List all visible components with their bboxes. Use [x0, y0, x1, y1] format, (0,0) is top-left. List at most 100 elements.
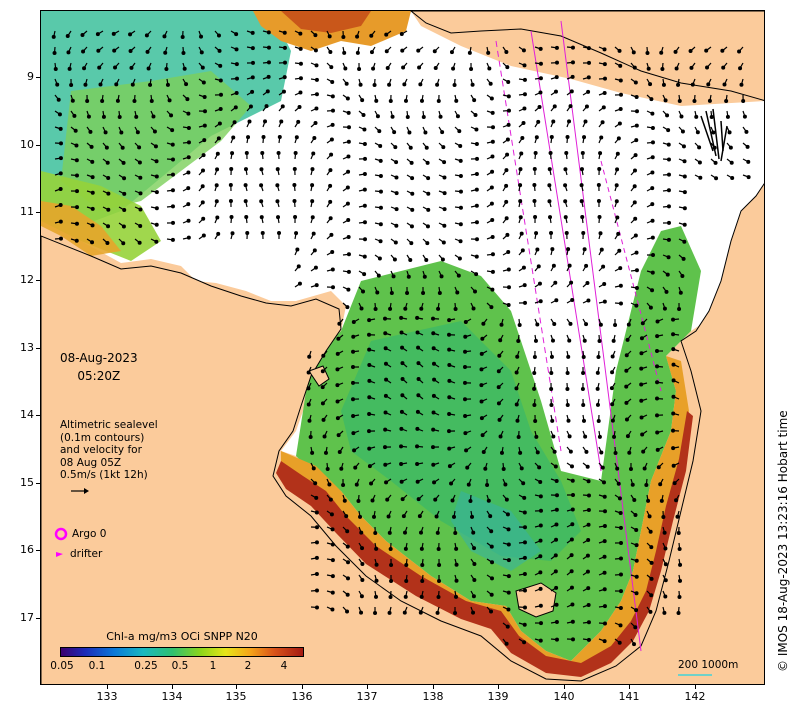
velocity-arrow-head [351, 431, 356, 436]
velocity-arrow-head [566, 418, 571, 423]
velocity-arrow-head [682, 206, 687, 211]
velocity-arrow-head [362, 142, 367, 147]
map-panel[interactable] [40, 10, 765, 685]
velocity-arrow-head [106, 191, 111, 196]
velocity-arrow-head [387, 610, 392, 615]
velocity-arrow-head [186, 125, 191, 130]
velocity-arrow-head [453, 610, 458, 615]
velocity-arrow-head [583, 434, 588, 439]
velocity-arrow-head [310, 199, 315, 204]
velocity-arrow-head [597, 167, 602, 172]
velocity-arrow-head [51, 34, 56, 39]
velocity-arrow-head [367, 446, 372, 451]
velocity-arrow-head [634, 303, 639, 308]
velocity-arrow-head [521, 48, 526, 53]
velocity-arrow-head [186, 111, 191, 116]
map-canvas[interactable] [41, 11, 765, 685]
velocity-arrow-head [536, 264, 541, 269]
velocity-arrow-head [341, 34, 346, 39]
velocity-arrow-head [422, 274, 427, 279]
velocity-arrow-head [602, 282, 607, 287]
altimetry-line: 0.5m/s (1kt 12h) [60, 469, 148, 481]
velocity-arrow-head [119, 130, 124, 135]
argo-label: Argo 0 [72, 528, 107, 540]
velocity-arrow-head [451, 514, 456, 519]
velocity-arrow-head [566, 247, 571, 252]
velocity-arrow-head [522, 92, 527, 97]
velocity-arrow-head [650, 186, 655, 191]
velocity-arrow-head [522, 106, 527, 111]
velocity-arrow-head [671, 428, 676, 433]
velocity-arrow-head [634, 285, 639, 290]
date-time-label: 08-Aug-2023 05:20Z [60, 349, 138, 385]
velocity-arrow-head [644, 482, 649, 487]
velocity-arrow-head [433, 66, 438, 71]
velocity-arrow-head [313, 48, 318, 53]
velocity-arrow-head [275, 167, 280, 172]
velocity-arrow-head [297, 281, 302, 286]
velocity-arrow-head [538, 621, 543, 626]
velocity-arrow-head [551, 119, 556, 124]
velocity-arrow-head [351, 349, 356, 354]
velocity-arrow-head [535, 247, 540, 252]
velocity-arrow-head [400, 345, 405, 350]
velocity-arrow-head [351, 320, 356, 325]
velocity-arrow-head [579, 183, 584, 188]
velocity-arrow-head [656, 465, 661, 470]
velocity-arrow-head [328, 216, 333, 221]
velocity-arrow-head [679, 114, 684, 119]
altimetry-line: and velocity for [60, 444, 142, 456]
velocity-arrow-head [266, 60, 271, 65]
velocity-arrow-head [387, 82, 392, 87]
velocity-arrow-head [599, 450, 604, 455]
velocity-arrow-head [537, 281, 542, 286]
velocity-arrow-head [506, 267, 511, 272]
velocity-arrow-head [581, 370, 586, 375]
velocity-arrow-head [661, 82, 666, 87]
velocity-arrow-head [634, 109, 639, 114]
velocity-arrow-head [431, 462, 436, 467]
velocity-arrow-head [415, 444, 420, 449]
velocity-arrow-head [387, 530, 392, 535]
velocity-arrow-head [359, 594, 364, 599]
velocity-arrow-head [585, 569, 590, 574]
velocity-arrow-head [554, 537, 559, 542]
velocity-arrow-head [506, 108, 511, 113]
velocity-arrow-head [553, 280, 558, 285]
velocity-arrow-head [313, 265, 318, 270]
velocity-arrow-head [345, 201, 350, 206]
velocity-arrow-head [425, 241, 430, 246]
legend-argo: Argo 0 [54, 524, 106, 544]
velocity-arrow-head [501, 466, 506, 471]
velocity-arrow-head [314, 92, 319, 97]
velocity-arrow-head [671, 332, 676, 337]
velocity-arrow-head [584, 104, 589, 109]
velocity-arrow-head [416, 361, 421, 366]
velocity-arrow-head [504, 216, 509, 221]
velocity-arrow-head [259, 183, 264, 188]
velocity-arrow-head [201, 153, 206, 158]
velocity-arrow-head [229, 215, 234, 220]
velocity-arrow-head [279, 119, 284, 124]
velocity-arrow-head [186, 155, 191, 160]
velocity-arrow-head [138, 207, 143, 212]
velocity-arrow-head [680, 129, 685, 134]
velocity-arrow-head [170, 172, 175, 177]
velocity-arrow-head [627, 450, 632, 455]
velocity-arrow-head [73, 128, 78, 133]
velocity-arrow-head [548, 151, 553, 156]
velocity-arrow-head [250, 46, 255, 51]
velocity-arrow-head [649, 545, 654, 550]
velocity-arrow-head [532, 199, 537, 204]
velocity-arrow-head [292, 183, 297, 188]
velocity-arrow-head [585, 280, 590, 285]
velocity-arrow-head [314, 555, 319, 560]
velocity-arrow-head [367, 429, 372, 434]
velocity-arrow-head [506, 542, 511, 547]
velocity-arrow-head [552, 322, 557, 327]
velocity-arrow-head [613, 322, 618, 327]
velocity-arrow-head [186, 218, 191, 223]
velocity-arrow-head [538, 479, 543, 484]
velocity-arrow-head [282, 75, 287, 80]
velocity-arrow-head [633, 153, 638, 158]
